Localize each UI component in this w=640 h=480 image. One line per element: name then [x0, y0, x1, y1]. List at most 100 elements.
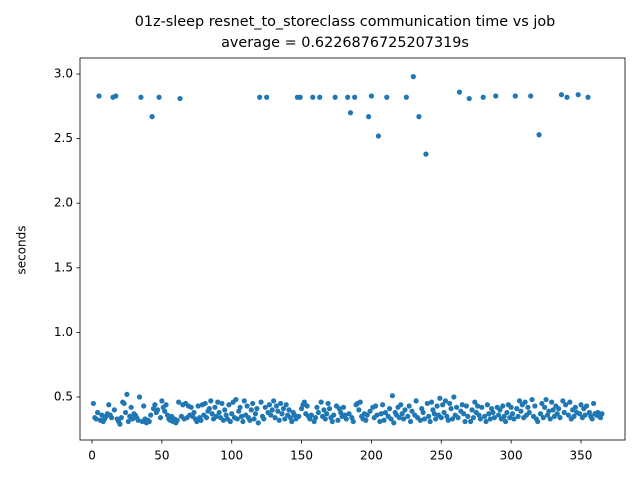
- point: [325, 400, 331, 407]
- point: [512, 93, 518, 99]
- point: [576, 411, 583, 417]
- x-tick-label: 150: [290, 449, 313, 463]
- point: [508, 404, 514, 410]
- point: [540, 415, 546, 421]
- point: [117, 421, 123, 427]
- point: [518, 408, 524, 414]
- point: [504, 409, 510, 416]
- point: [268, 412, 274, 418]
- point: [177, 95, 183, 102]
- y-tick-label: 3.0: [54, 67, 73, 81]
- point: [275, 408, 281, 414]
- point: [188, 404, 194, 410]
- point: [340, 404, 347, 410]
- point: [264, 94, 270, 100]
- point: [209, 411, 215, 417]
- point: [398, 402, 404, 408]
- point: [138, 94, 144, 100]
- point: [282, 416, 288, 422]
- point: [373, 403, 379, 409]
- point: [380, 402, 386, 408]
- point: [454, 404, 460, 410]
- point: [466, 95, 472, 102]
- point: [346, 411, 352, 417]
- point: [456, 89, 463, 95]
- point: [590, 400, 597, 407]
- point: [149, 114, 155, 120]
- point: [308, 412, 314, 418]
- point: [547, 416, 553, 422]
- point: [391, 420, 397, 426]
- point: [203, 415, 210, 421]
- point: [157, 415, 164, 421]
- point: [321, 407, 327, 413]
- point: [304, 403, 310, 409]
- point: [129, 416, 136, 422]
- point: [455, 415, 461, 421]
- point: [345, 94, 351, 100]
- point: [234, 416, 240, 422]
- point: [495, 412, 502, 418]
- x-tick-label: 200: [360, 449, 383, 463]
- point: [442, 398, 449, 404]
- point: [560, 398, 566, 404]
- point: [477, 416, 484, 422]
- point: [279, 411, 285, 417]
- point: [539, 400, 545, 407]
- point: [493, 93, 499, 99]
- point: [289, 418, 295, 425]
- plot-frame: [79, 57, 626, 441]
- point: [269, 407, 275, 413]
- point: [326, 406, 333, 412]
- point: [125, 418, 131, 425]
- point: [461, 411, 467, 417]
- y-axis-label: seconds: [15, 225, 29, 274]
- point: [449, 416, 456, 422]
- point: [146, 418, 152, 425]
- point: [556, 406, 562, 412]
- point: [565, 412, 572, 418]
- point: [324, 411, 330, 417]
- point: [427, 418, 433, 425]
- point: [426, 413, 432, 419]
- point: [561, 409, 567, 416]
- point: [121, 400, 127, 407]
- point: [106, 402, 112, 408]
- point: [212, 404, 218, 410]
- point: [229, 411, 235, 417]
- point: [557, 415, 563, 421]
- point: [198, 417, 204, 423]
- point: [317, 94, 323, 100]
- point: [350, 418, 356, 425]
- point: [297, 94, 303, 100]
- point: [366, 114, 372, 120]
- point: [331, 412, 337, 418]
- point: [195, 403, 201, 409]
- point: [128, 404, 134, 410]
- point: [428, 399, 435, 405]
- point: [405, 413, 411, 419]
- point: [413, 398, 419, 404]
- point: [564, 94, 570, 100]
- point: [571, 413, 577, 419]
- point: [522, 399, 528, 405]
- point: [152, 402, 158, 408]
- point: [511, 416, 517, 422]
- point: [375, 133, 382, 139]
- point: [252, 411, 259, 417]
- point: [135, 417, 141, 423]
- point: [233, 396, 239, 403]
- point: [386, 406, 393, 412]
- point: [481, 413, 488, 419]
- point: [486, 411, 492, 417]
- point: [501, 413, 507, 419]
- point: [208, 398, 214, 404]
- point: [191, 409, 197, 416]
- point: [537, 411, 544, 417]
- point: [315, 409, 321, 416]
- point: [227, 418, 233, 425]
- point: [514, 406, 520, 412]
- point: [148, 412, 154, 418]
- point: [567, 399, 573, 405]
- point: [389, 393, 395, 399]
